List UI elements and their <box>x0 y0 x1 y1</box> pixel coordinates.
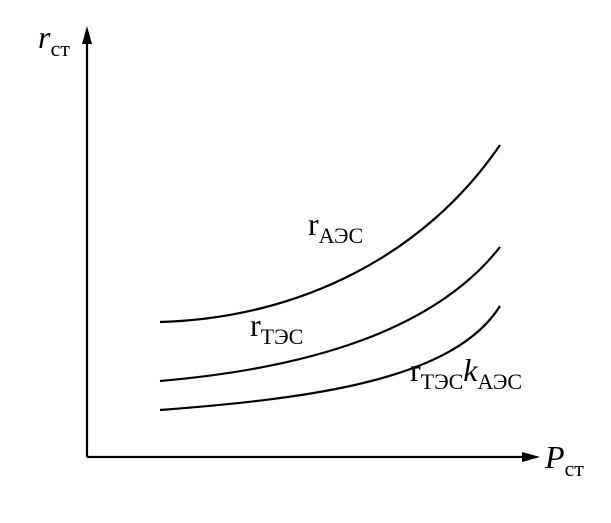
symbol: r <box>38 19 51 55</box>
x-axis-label: Pст <box>544 439 584 481</box>
y-axis-label: rст <box>38 19 70 61</box>
curve-label: rАЭС <box>308 206 363 248</box>
factor: k <box>463 352 478 388</box>
subscript: ТЭС <box>261 324 304 349</box>
x-axis-arrow <box>522 452 540 462</box>
curve-tes-k <box>159 305 501 412</box>
symbol: P <box>544 439 565 475</box>
symbol: r <box>410 352 421 388</box>
curve-label: rТЭС <box>250 307 303 349</box>
curve-aes <box>159 144 501 324</box>
curve-tes <box>159 246 501 383</box>
subscript: АЭС <box>478 369 523 394</box>
symbol: r <box>250 307 261 343</box>
subscript: АЭС <box>319 223 364 248</box>
subscript: ст <box>565 456 585 481</box>
subscript: ТЭС <box>421 369 464 394</box>
symbol: r <box>308 206 319 242</box>
y-axis-arrow <box>82 26 92 44</box>
curve-label: rТЭСkАЭС <box>410 352 522 394</box>
subscript: ст <box>50 36 70 61</box>
